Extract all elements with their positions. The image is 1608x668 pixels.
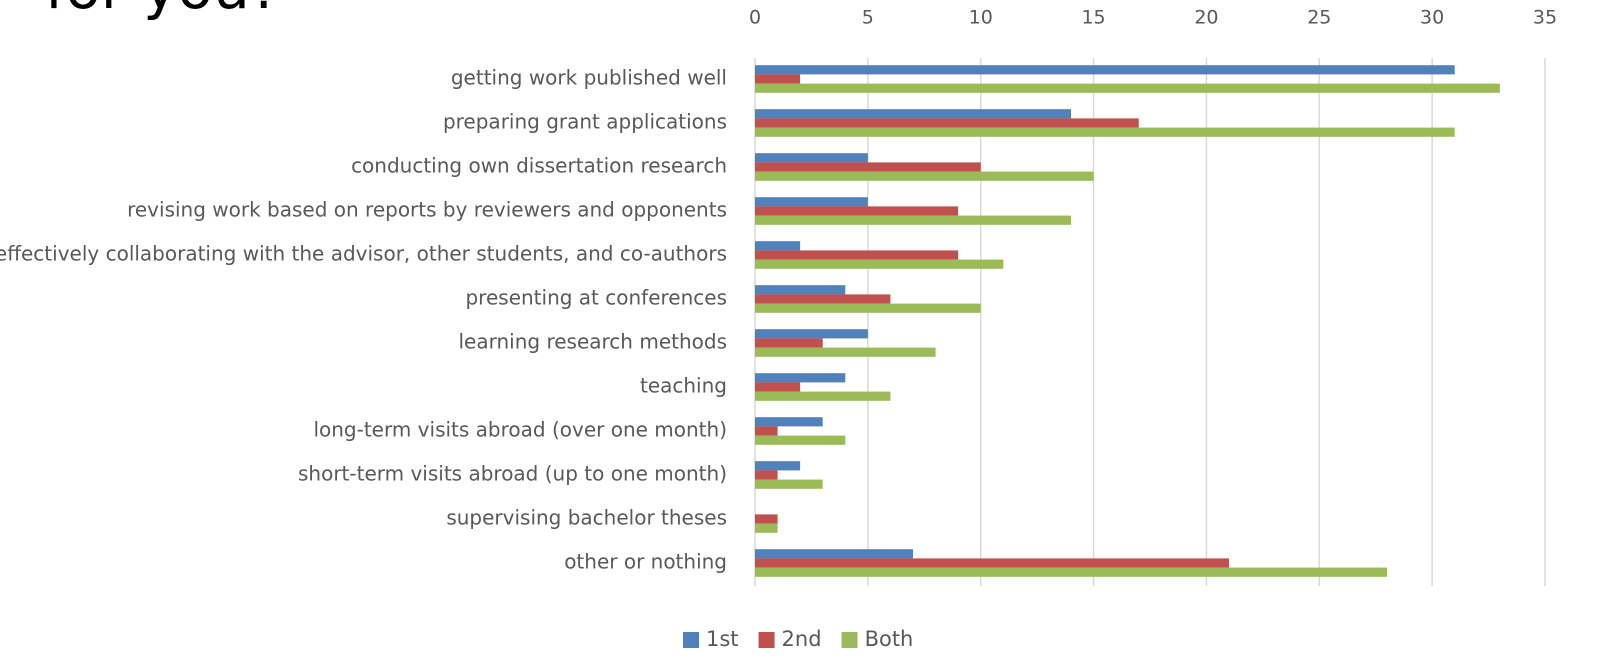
x-tick-label: 15 bbox=[1081, 7, 1105, 29]
chart-title: for you? bbox=[45, 0, 281, 22]
bar bbox=[755, 259, 1004, 269]
bar bbox=[755, 74, 801, 84]
bar bbox=[755, 549, 913, 559]
bar bbox=[755, 435, 846, 445]
bar bbox=[755, 461, 801, 471]
y-tick-label: presenting at conferences bbox=[465, 286, 727, 310]
bar bbox=[755, 215, 1071, 225]
y-tick-label: learning research methods bbox=[459, 330, 728, 354]
bar bbox=[755, 373, 846, 383]
bar bbox=[755, 514, 778, 524]
y-tick-label: conducting own dissertation research bbox=[351, 154, 727, 178]
legend-swatch bbox=[841, 632, 858, 648]
bar bbox=[755, 241, 801, 251]
legend-label: 2nd bbox=[782, 627, 822, 651]
bar bbox=[755, 118, 1139, 128]
legend-label: Both bbox=[865, 627, 914, 651]
bar bbox=[755, 294, 891, 304]
bar bbox=[755, 171, 1094, 181]
bar bbox=[755, 567, 1387, 577]
bar bbox=[755, 470, 778, 480]
bar bbox=[755, 347, 936, 357]
bar bbox=[755, 285, 846, 295]
x-tick-label: 25 bbox=[1307, 7, 1331, 29]
x-tick-label: 35 bbox=[1533, 7, 1557, 29]
y-tick-label: supervising bachelor theses bbox=[446, 506, 727, 530]
bar bbox=[755, 417, 823, 427]
y-tick-label: effectively collaborating with the advis… bbox=[0, 242, 727, 266]
legend-swatch bbox=[758, 632, 775, 648]
bar bbox=[755, 109, 1071, 119]
bar bbox=[755, 127, 1455, 137]
y-tick-label: teaching bbox=[640, 374, 727, 398]
bar bbox=[755, 162, 981, 172]
x-tick-label: 10 bbox=[969, 7, 993, 29]
y-tick-label: revising work based on reports by review… bbox=[127, 198, 727, 222]
bar bbox=[755, 382, 801, 392]
bar bbox=[755, 153, 868, 163]
y-tick-label: other or nothing bbox=[564, 550, 727, 574]
bar bbox=[755, 391, 891, 401]
bar bbox=[755, 479, 823, 489]
y-tick-label: getting work published well bbox=[451, 66, 727, 90]
bar bbox=[755, 250, 959, 260]
x-tick-label: 0 bbox=[749, 7, 761, 29]
bar bbox=[755, 558, 1229, 568]
bar bbox=[755, 197, 868, 207]
x-tick-label: 20 bbox=[1194, 7, 1218, 29]
x-tick-label: 5 bbox=[862, 7, 874, 29]
y-tick-label: preparing grant applications bbox=[443, 110, 727, 134]
bar bbox=[755, 329, 868, 339]
bar bbox=[755, 206, 959, 216]
legend-label: 1st bbox=[706, 627, 739, 651]
bar bbox=[755, 523, 778, 533]
bar bbox=[755, 83, 1500, 93]
bar bbox=[755, 426, 778, 436]
y-tick-label: long-term visits abroad (over one month) bbox=[313, 418, 727, 442]
legend-swatch bbox=[683, 632, 699, 648]
x-tick-label: 30 bbox=[1420, 7, 1444, 29]
y-tick-label: short-term visits abroad (up to one mont… bbox=[298, 462, 727, 486]
bar bbox=[755, 65, 1455, 75]
bar bbox=[755, 338, 823, 348]
bar bbox=[755, 303, 981, 313]
